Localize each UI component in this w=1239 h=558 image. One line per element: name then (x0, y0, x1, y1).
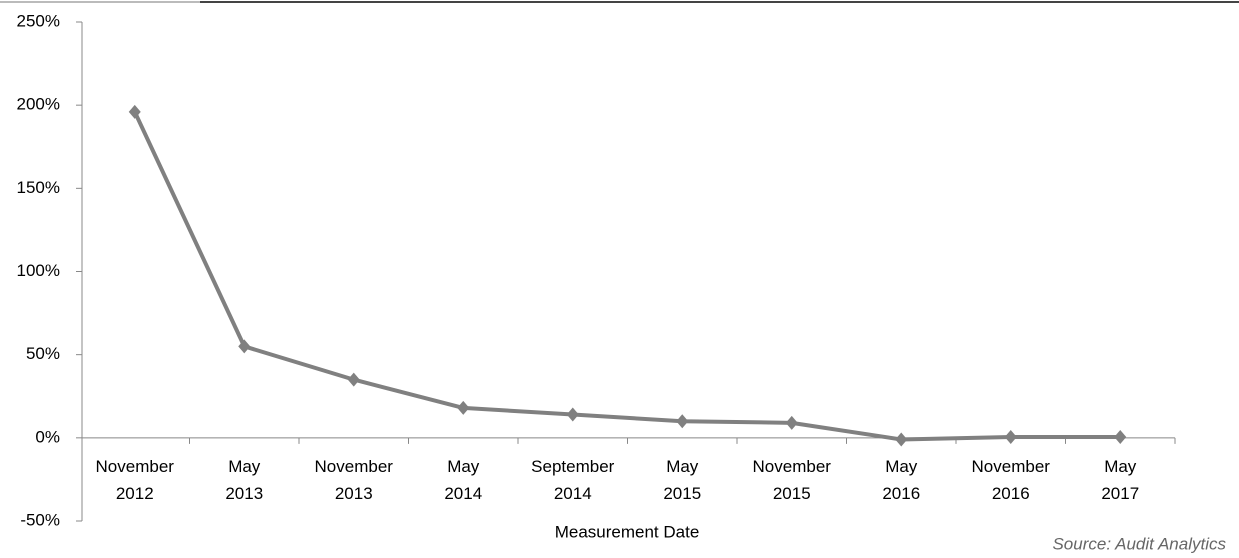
y-tick-label: -50% (20, 510, 60, 529)
data-point (128, 104, 141, 119)
x-axis-label: Measurement Date (555, 522, 700, 541)
data-point (347, 372, 360, 387)
data-point (1114, 430, 1127, 445)
x-tick-label: May 2017 (1101, 457, 1139, 503)
data-point (566, 407, 579, 422)
y-tick-label: 50% (26, 344, 60, 363)
y-tick-label: 150% (17, 178, 60, 197)
source-note: Source: Audit Analytics (1052, 534, 1226, 553)
x-tick-label: May 2013 (225, 457, 263, 503)
x-tick-label: September 2014 (531, 457, 614, 503)
data-point (1004, 430, 1017, 445)
data-point (676, 414, 689, 429)
data-point (785, 415, 798, 430)
x-tick-label: November 2012 (96, 457, 175, 503)
data-line (132, 110, 1121, 442)
x-tick-label: May 2014 (444, 457, 482, 503)
x-tick-label: November 2013 (315, 457, 394, 503)
y-tick-label: 200% (17, 95, 60, 114)
y-tick-label: 0% (35, 427, 60, 446)
x-tick-label: May 2015 (663, 457, 701, 503)
x-tick-label: November 2015 (753, 457, 832, 503)
y-tick-label: 250% (17, 11, 60, 30)
x-tick-label: May 2016 (882, 457, 920, 503)
y-tick-label: 100% (17, 261, 60, 280)
x-tick-label: November 2016 (972, 457, 1051, 503)
data-point (895, 432, 908, 447)
data-point (457, 400, 470, 415)
data-point (238, 339, 251, 354)
